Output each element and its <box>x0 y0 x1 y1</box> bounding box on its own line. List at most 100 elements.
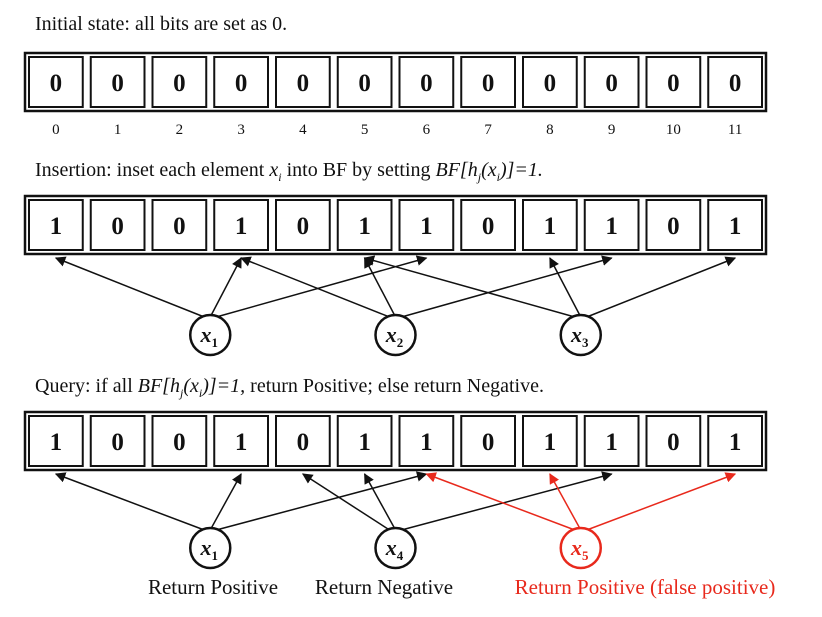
query-result-x5: Return Positive (false positive) <box>515 575 776 599</box>
insertion-bit-array-bit-2: 0 <box>173 213 186 240</box>
query-bit-array-cell-9 <box>583 415 640 467</box>
query-bit-array-cell-0 <box>28 415 84 467</box>
insertion-bit-array-bit-6: 1 <box>420 213 433 240</box>
query-bit-array-bit-3: 1 <box>235 429 248 456</box>
insertion-bit-array-bit-8: 1 <box>544 213 557 240</box>
query-bit-array-outer-border <box>23 410 768 472</box>
initial-bit-array-bit-10: 0 <box>667 70 680 97</box>
query-element-x5-circle <box>559 526 602 570</box>
bit-index-4: 4 <box>299 122 307 138</box>
query-bit-array: 1 0 0 1 0 1 1 0 1 1 0 1 <box>23 410 768 472</box>
query-bit-array-cell-11 <box>707 415 763 467</box>
query-x4-arrow-to-bit-9 <box>401 471 613 531</box>
insertion-bit-array-bit-1: 0 <box>111 213 124 240</box>
query-element-x4-circle <box>374 526 417 570</box>
insertion-element-x2-circle <box>374 313 417 357</box>
initial-bit-array-bit-11: 0 <box>729 70 742 97</box>
initial-bit-array-cell-10 <box>645 56 702 108</box>
insertion-bit-array-cell-11 <box>707 199 763 251</box>
query-element-x1-circle <box>189 526 232 570</box>
query-bit-array-cell-7 <box>460 415 516 467</box>
query-bit-array-bit-4: 0 <box>297 429 310 456</box>
query-element-x5: x5 <box>559 526 602 570</box>
query-bit-array-bit-1: 0 <box>111 429 124 456</box>
query-x1-arrow-to-bit-3 <box>209 473 242 531</box>
query-bit-array-bit-0: 1 <box>50 429 63 456</box>
bit-index-10: 10 <box>666 122 681 138</box>
insertion-bit-array-cell-9 <box>583 199 640 251</box>
query-x5-arrow-to-bit-11 <box>586 472 737 531</box>
insertion-x2-arrow-to-bit-3 <box>240 256 390 318</box>
initial-bit-array-cell-6 <box>398 56 455 108</box>
bit-index-7: 7 <box>484 122 492 138</box>
insertion-bit-array-bit-4: 0 <box>297 213 310 240</box>
insertion-x1-arrow-to-bit-6 <box>216 255 428 318</box>
initial-bit-array-cell-9 <box>583 56 640 108</box>
initial-bit-array-cell-7 <box>460 56 516 108</box>
query-bit-array-cell-8 <box>522 415 578 467</box>
insertion-x1-arrow-to-bit-3 <box>209 257 242 318</box>
initial-bit-array-cell-0 <box>28 56 84 108</box>
query-bit-array-cell-2 <box>151 415 208 467</box>
query-element-x4: x4 <box>374 526 417 570</box>
insertion-bit-array-cell-3 <box>213 199 269 251</box>
initial-bit-array-bit-6: 0 <box>420 70 433 97</box>
insertion-bit-array-cell-5 <box>336 199 393 251</box>
bit-index-8: 8 <box>546 122 554 138</box>
insertion-x2-arrow-to-bit-9 <box>401 255 613 318</box>
insertion-bit-array-cell-1 <box>89 199 146 251</box>
insertion-bit-array-bit-11: 1 <box>729 213 742 240</box>
insertion-element-x3: x3 <box>559 313 602 357</box>
insertion-x3-arrow-to-bit-5 <box>363 255 575 318</box>
query-x4-arrow-to-bit-5 <box>363 473 397 531</box>
insertion-x1-arrow-to-bit-0 <box>54 256 205 318</box>
bit-index-0: 0 <box>52 122 60 138</box>
insertion-element-x2: x2 <box>374 313 417 357</box>
query-element-x1: x1 <box>189 526 232 570</box>
initial-bit-array: 0 0 0 0 0 0 0 0 0 0 0 0 <box>23 51 768 113</box>
initial-bit-array-bit-4: 0 <box>297 70 310 97</box>
insertion-bit-array-bit-0: 1 <box>50 213 63 240</box>
query-bit-array-bit-9: 1 <box>605 429 618 456</box>
bit-index-9: 9 <box>608 122 616 138</box>
query-x1-arrow-to-bit-6 <box>216 471 428 531</box>
initial-bit-array-bit-0: 0 <box>50 70 63 97</box>
insertion-bit-array-cell-6 <box>398 199 455 251</box>
initial-bit-array-cell-1 <box>89 56 146 108</box>
query-bit-array-bit-2: 0 <box>173 429 186 456</box>
insertion-bit-array-bit-7: 0 <box>482 213 495 240</box>
insertion-bit-array-cell-10 <box>645 199 702 251</box>
insertion-x3-arrow-to-bit-11 <box>586 256 737 318</box>
initial-bit-array-cell-5 <box>336 56 393 108</box>
bit-index-1: 1 <box>114 122 122 138</box>
initial-bit-array-bit-5: 0 <box>358 70 371 97</box>
initial-bit-array-bit-2: 0 <box>173 70 186 97</box>
initial-bit-array-cell-2 <box>151 56 208 108</box>
query-bit-array-bit-8: 1 <box>544 429 557 456</box>
initial-bit-array-bit-7: 0 <box>482 70 495 97</box>
query-x5-arrow-to-bit-8 <box>549 473 582 531</box>
initial-bit-array-cell-3 <box>213 56 269 108</box>
query-bit-array-cell-4 <box>275 415 331 467</box>
query-bit-array-cell-1 <box>89 415 146 467</box>
query-bit-array-cell-6 <box>398 415 455 467</box>
insertion-bit-array-cell-4 <box>275 199 331 251</box>
query-bit-array-cell-5 <box>336 415 393 467</box>
initial-bit-array-cell-8 <box>522 56 578 108</box>
insertion-x2-arrow-to-bit-5 <box>363 257 397 318</box>
query-bit-array-bit-10: 0 <box>667 429 680 456</box>
initial-bit-array-bit-9: 0 <box>605 70 618 97</box>
query-x1-arrow-to-bit-0 <box>54 472 205 531</box>
insertion-element-x1: x1 <box>189 313 232 357</box>
bit-index-5: 5 <box>361 122 369 138</box>
insertion-bit-array-cell-0 <box>28 199 84 251</box>
bit-index-6: 6 <box>423 122 431 138</box>
query-bit-array-cell-3 <box>213 415 269 467</box>
query-caption: Query: if all BF[hj(xi)]=1, return Posit… <box>35 375 544 400</box>
query-bit-array-bit-7: 0 <box>482 429 495 456</box>
query-x5-arrow-to-bit-6 <box>425 472 576 531</box>
query-bit-array-bit-6: 1 <box>420 429 433 456</box>
bit-index-11: 11 <box>728 122 742 138</box>
query-bit-array-bit-5: 1 <box>358 429 371 456</box>
